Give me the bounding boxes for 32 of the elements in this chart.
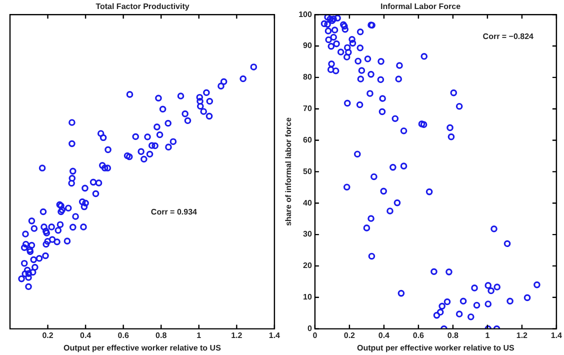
x-tick-label: 0.2: [42, 330, 54, 340]
y-axis-title: share of informal labor force: [284, 116, 294, 226]
x-axis-title: Output per effective worker relative to US: [64, 343, 222, 352]
x-axis-title: Output per effective worker relative to US: [357, 343, 516, 352]
x-tick-label: 0.4: [80, 330, 92, 340]
y-tick-label: 20: [303, 261, 312, 270]
y-tick-label: 30: [303, 230, 312, 239]
chart-title: Informal Labor Force: [380, 2, 462, 12]
x-tick-label: 0.6: [118, 330, 130, 340]
y-tick-label: 50: [303, 166, 312, 176]
x-tick-label: 1.2: [516, 330, 528, 340]
y-tick-label: 40: [303, 198, 312, 208]
y-tick-label: 10: [303, 292, 312, 302]
x-tick-label: 1.2: [231, 330, 243, 340]
x-tick-label: 0.2: [344, 330, 356, 340]
x-tick-label: 1: [196, 330, 202, 340]
x-tick-label: 1.4: [268, 330, 281, 340]
x-tick-label: 0.4: [378, 330, 390, 340]
y-tick-label: 70: [303, 104, 312, 114]
annotation: Corr = −0.824: [482, 32, 534, 41]
x-tick-label: 0.6: [412, 330, 425, 340]
x-tick-label: 1.4: [550, 330, 563, 340]
y-tick-label: 90: [303, 41, 312, 50]
y-tick-label: 0: [307, 324, 312, 334]
x-tick-label: 0.8: [447, 330, 460, 340]
x-tick-label: 1: [485, 330, 490, 340]
chart-title: Total Factor Productivity: [96, 2, 190, 12]
y-tick-label: 80: [303, 72, 312, 82]
x-tick-label: 0.8: [156, 330, 168, 340]
y-tick-label: 100: [298, 10, 312, 19]
y-tick-label: 60: [303, 135, 312, 144]
annotation: Corr = 0.934: [150, 208, 198, 217]
